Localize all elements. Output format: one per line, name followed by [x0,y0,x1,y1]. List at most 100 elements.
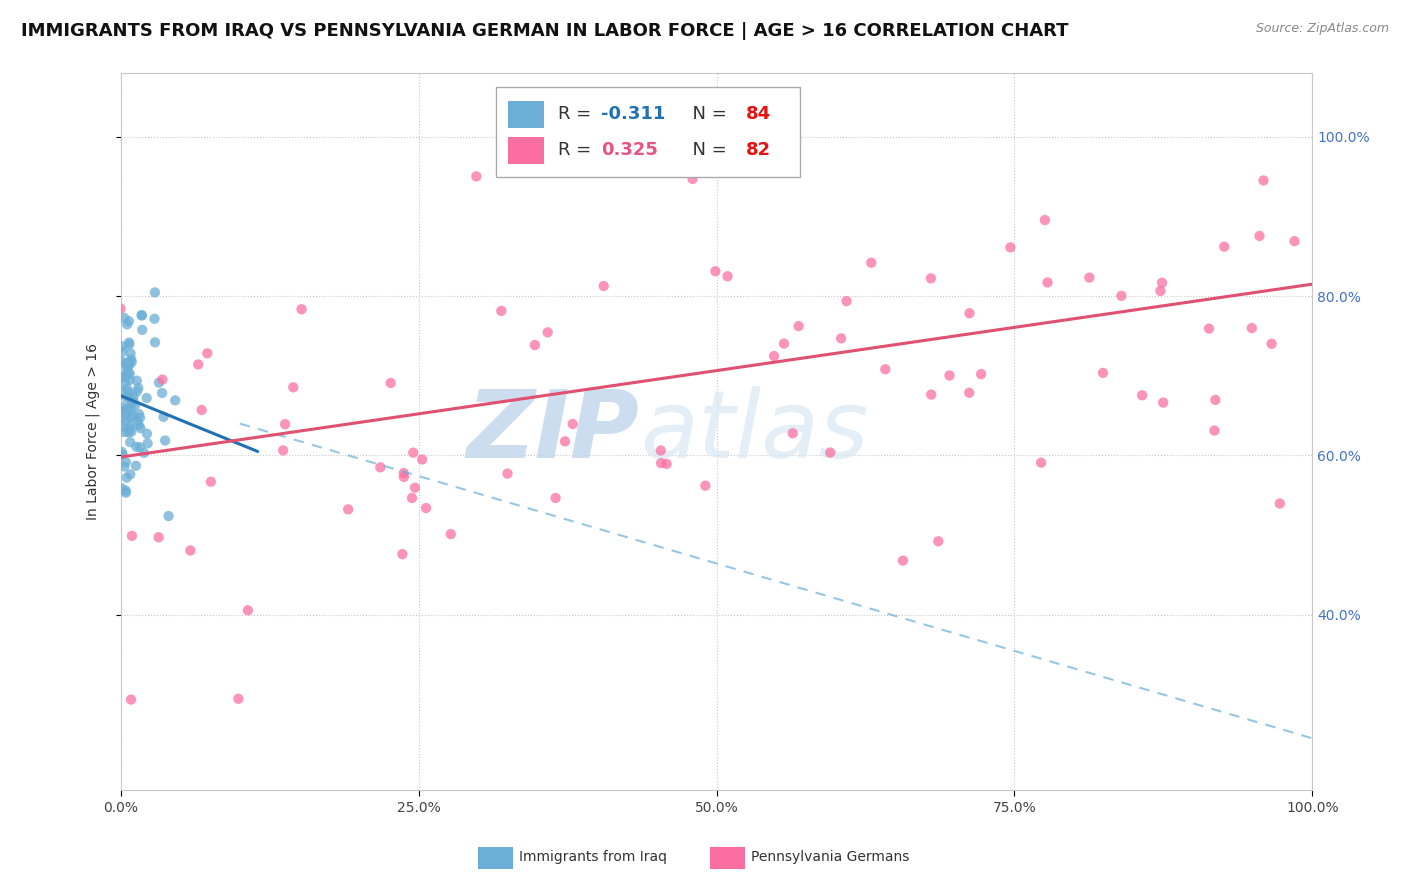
Point [187,358,209,372]
Point [200,475,222,489]
Point [401,491,423,505]
Point [1130,388,1153,402]
Point [1240,321,1263,335]
Point [115,455,138,469]
Point [143,335,166,350]
Point [1213,240,1236,254]
Point [120,467,142,482]
Point [114,406,136,420]
Point [132,446,155,460]
Point [111,344,134,359]
Text: Pennsylvania Germans: Pennsylvania Germans [751,850,910,864]
Point [391,547,413,561]
Point [121,529,143,543]
Text: 84: 84 [747,105,772,123]
Point [1150,276,1173,290]
Point [148,530,170,544]
Point [1031,456,1053,470]
Point [120,352,142,367]
Point [115,318,138,332]
Point [118,422,141,436]
Point [120,402,142,417]
Point [1033,213,1056,227]
Point [150,373,173,387]
Point [1198,321,1220,335]
Point [592,279,614,293]
Point [121,409,143,423]
FancyBboxPatch shape [496,87,800,177]
Point [695,478,717,492]
Text: atlas: atlas [640,386,869,477]
Point [131,308,153,322]
Point [1253,173,1275,187]
Point [117,366,139,380]
Point [148,376,170,390]
Point [228,691,250,706]
Point [136,426,159,441]
Point [650,456,672,470]
Point [782,426,804,441]
Point [118,358,141,372]
Point [957,385,980,400]
Point [129,421,152,435]
Point [118,391,141,405]
Text: N =: N = [681,141,733,159]
Point [125,458,148,473]
Text: Source: ZipAtlas.com: Source: ZipAtlas.com [1256,22,1389,36]
Text: 0.325: 0.325 [600,141,658,159]
Point [290,302,312,317]
Point [112,410,135,425]
Point [1249,228,1271,243]
Point [835,294,858,309]
Point [537,326,560,340]
Point [271,443,294,458]
Point [1152,395,1174,409]
Point [143,285,166,300]
Point [274,417,297,432]
Point [129,410,152,425]
Point [152,409,174,424]
Point [118,419,141,434]
Point [111,445,134,459]
Point [125,440,148,454]
Point [891,553,914,567]
Point [544,491,567,505]
Point [195,346,218,360]
Point [1111,289,1133,303]
Point [127,414,149,428]
Text: ZIP: ZIP [467,385,640,477]
Point [118,367,141,381]
Point [115,471,138,485]
Point [402,445,425,459]
Point [561,417,583,431]
Point [150,386,173,401]
Point [440,527,463,541]
Point [127,381,149,395]
Point [117,382,139,396]
Point [404,481,426,495]
Text: -0.311: -0.311 [600,105,665,123]
Point [117,367,139,381]
Point [117,356,139,370]
Point [190,403,212,417]
Y-axis label: In Labor Force | Age > 16: In Labor Force | Age > 16 [86,343,100,520]
Point [110,301,132,316]
Point [111,419,134,434]
Point [415,501,437,516]
Point [920,387,942,401]
Point [118,335,141,350]
Point [1000,240,1022,254]
Point [121,396,143,410]
Point [650,443,672,458]
Point [112,310,135,325]
Point [120,692,142,706]
Point [179,543,201,558]
Point [112,369,135,384]
Point [124,398,146,412]
Point [111,339,134,353]
Point [118,373,141,387]
Point [122,394,145,409]
Point [763,349,786,363]
Point [122,389,145,403]
Point [115,485,138,500]
